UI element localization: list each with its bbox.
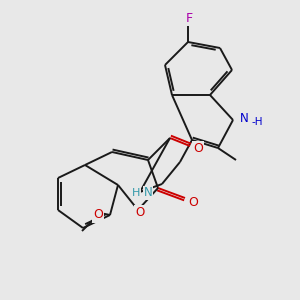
Text: N: N [240,112,248,124]
Text: O: O [193,142,203,154]
Text: O: O [188,196,198,208]
Text: H: H [132,188,140,198]
Text: -H: -H [251,117,262,127]
Text: N: N [144,187,152,200]
Text: F: F [185,11,193,25]
Text: O: O [93,208,103,221]
Text: O: O [135,206,145,218]
